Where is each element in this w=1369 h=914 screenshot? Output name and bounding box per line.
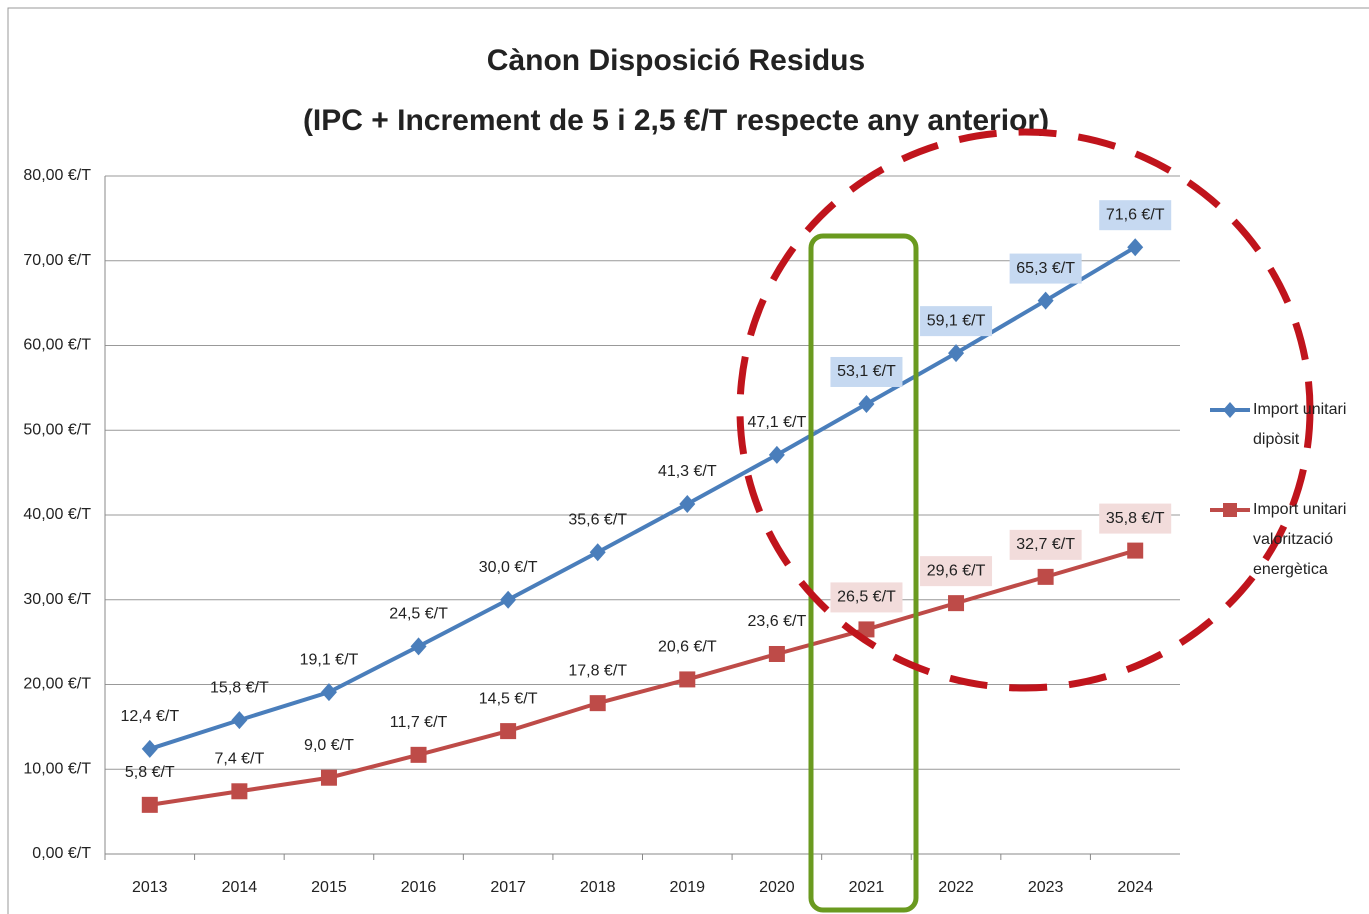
data-label: 9,0 €/T xyxy=(304,737,354,754)
label-bg xyxy=(830,582,903,613)
legend-label: Import unitari valorització energètica xyxy=(1253,501,1347,578)
data-label: 65,3 €/T xyxy=(1016,260,1075,277)
data-label: 23,6 €/T xyxy=(748,613,807,630)
marker xyxy=(589,543,606,562)
legend-label: Import unitari dipòsit xyxy=(1253,401,1347,448)
data-label: 71,6 €/T xyxy=(1106,206,1165,223)
data-label: 29,6 €/T xyxy=(927,562,986,579)
x-tick-label: 2022 xyxy=(938,879,974,896)
label-bg xyxy=(1009,253,1082,284)
data-label: 41,3 €/T xyxy=(658,463,717,480)
data-label: 7,4 €/T xyxy=(214,751,264,768)
label-bg xyxy=(1099,200,1172,231)
data-label: 11,7 €/T xyxy=(390,714,448,731)
data-label: 5,8 €/T xyxy=(125,764,175,781)
x-tick-label: 2013 xyxy=(132,879,168,896)
chart-title: Cànon Disposició Residus xyxy=(487,44,865,77)
data-label: 32,7 €/T xyxy=(1016,536,1075,553)
marker xyxy=(858,621,875,638)
marker xyxy=(1037,291,1054,310)
data-label: 53,1 €/T xyxy=(837,363,896,380)
legend-marker xyxy=(1223,402,1237,418)
data-label: 59,1 €/T xyxy=(927,312,986,329)
x-tick-label: 2015 xyxy=(311,879,347,896)
y-tick-label: 70,00 €/T xyxy=(23,252,91,269)
y-tick-label: 0,00 €/T xyxy=(32,845,91,862)
label-bg xyxy=(920,306,993,337)
marker xyxy=(589,695,606,712)
marker xyxy=(948,344,965,363)
x-tick-label: 2021 xyxy=(849,879,885,896)
y-tick-label: 10,00 €/T xyxy=(23,760,91,777)
marker xyxy=(1127,542,1144,559)
plot: 0,00 €/T 10,00 €/T 20,00 €/T 30,00 €/T 40,00… xyxy=(23,167,1250,896)
marker xyxy=(1127,238,1144,257)
x-tick-label: 2014 xyxy=(222,879,258,896)
data-label: 17,8 €/T xyxy=(568,662,627,679)
marker xyxy=(768,645,785,662)
label-bg xyxy=(1009,529,1082,560)
x-tick-label: 2024 xyxy=(1117,879,1153,896)
data-label: 30,0 €/T xyxy=(479,559,538,576)
marker xyxy=(141,739,158,758)
data-label: 20,6 €/T xyxy=(658,639,717,656)
data-label: 24,5 €/T xyxy=(389,606,448,623)
data-label: 15,8 €/T xyxy=(210,679,269,696)
series-line xyxy=(149,245,1137,751)
label-bg xyxy=(920,556,993,587)
data-label: 12,4 €/T xyxy=(120,708,179,725)
x-tick-label: 2017 xyxy=(490,879,526,896)
y-tick-label: 20,00 €/T xyxy=(23,676,91,693)
highlight-box xyxy=(808,233,919,913)
marker xyxy=(141,796,158,813)
marker xyxy=(948,595,965,612)
data-label: 35,8 €/T xyxy=(1106,510,1165,527)
data-label: 35,6 €/T xyxy=(568,512,627,529)
x-tick-label: 2016 xyxy=(401,879,437,896)
label-bg xyxy=(1099,503,1172,534)
frame xyxy=(7,7,1369,914)
marker xyxy=(320,683,337,702)
label-bg xyxy=(830,356,903,387)
data-label: 26,5 €/T xyxy=(837,589,896,606)
marker xyxy=(320,769,337,786)
marker xyxy=(1037,568,1054,585)
x-tick-label: 2018 xyxy=(580,879,616,896)
marker xyxy=(231,783,248,800)
data-label: 19,1 €/T xyxy=(300,651,359,668)
marker xyxy=(500,590,517,609)
x-tick-label: 2023 xyxy=(1028,879,1064,896)
series-line xyxy=(149,548,1136,807)
marker xyxy=(679,494,696,513)
x-tick-label: 2020 xyxy=(759,879,795,896)
y-tick-label: 80,00 €/T xyxy=(23,167,91,184)
y-tick-label: 50,00 €/T xyxy=(23,421,91,438)
legend-marker xyxy=(1223,503,1237,517)
marker xyxy=(679,671,696,688)
highlight-ellipse xyxy=(736,128,1314,692)
y-tick-label: 30,00 €/T xyxy=(23,591,91,608)
marker xyxy=(410,746,427,763)
marker xyxy=(410,637,427,656)
data-label: 47,1 €/T xyxy=(748,414,807,431)
chart-subtitle: (IPC + Increment de 5 i 2,5 €/T respecte… xyxy=(303,104,1049,137)
data-label: 14,5 €/T xyxy=(479,690,538,707)
marker xyxy=(768,445,785,464)
marker xyxy=(500,723,517,740)
marker xyxy=(858,394,875,413)
y-tick-label: 40,00 €/T xyxy=(23,506,91,523)
marker xyxy=(231,711,248,730)
y-tick-label: 60,00 €/T xyxy=(23,337,91,354)
x-tick-label: 2019 xyxy=(669,879,705,896)
